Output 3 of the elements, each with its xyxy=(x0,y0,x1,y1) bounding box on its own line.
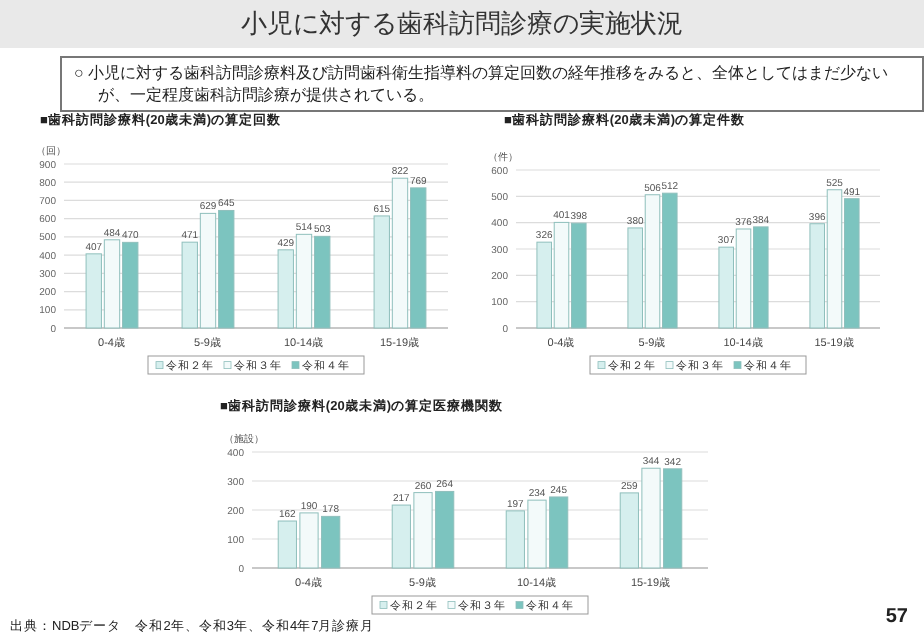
text: 57 xyxy=(885,606,908,628)
text: 小児に対する歯科訪問診療の実施状況 xyxy=(0,0,924,48)
text: ○ 小児に対する歯科訪問診療料及び訪問歯科衛生指導料の算定回数の経年推移をみると、全体としてはまだ少ないが、一定程度歯科訪問診療が提供されている。 xyxy=(60,56,924,112)
